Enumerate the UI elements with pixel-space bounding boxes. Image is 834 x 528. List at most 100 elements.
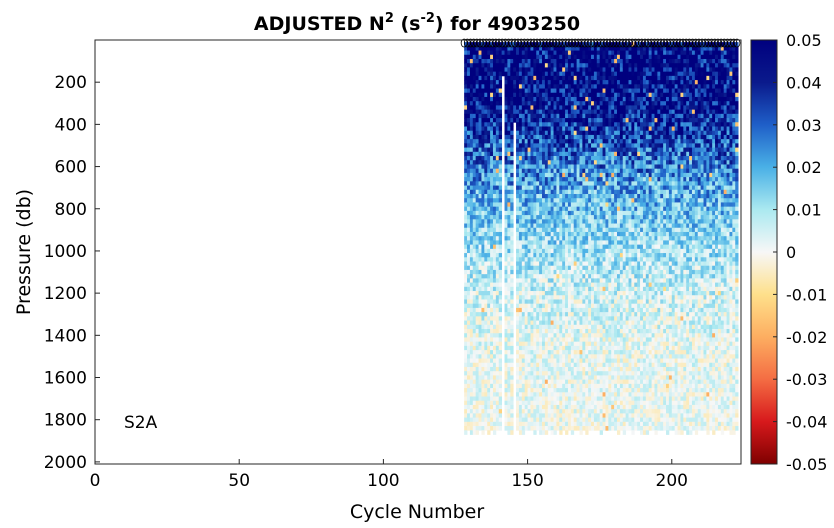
heatmap-cell: [614, 122, 618, 127]
heatmap-cell: [542, 80, 546, 85]
heatmap-cell: [582, 421, 586, 427]
heatmap-cell: [539, 337, 543, 343]
heatmap-cell: [518, 404, 523, 410]
heatmap-cell: [559, 430, 563, 435]
heatmap-cell: [550, 265, 554, 271]
heatmap-cell: [464, 253, 468, 258]
heatmap-cell: [490, 71, 494, 77]
heatmap-cell: [599, 164, 603, 170]
heatmap-cell: [492, 139, 497, 144]
heatmap-cell: [553, 396, 557, 402]
heatmap-cell: [559, 291, 563, 296]
heatmap-cell: [565, 278, 569, 283]
heatmap-cell: [559, 54, 563, 60]
heatmap-cell: [602, 105, 606, 111]
heatmap-cell: [484, 151, 488, 157]
heatmap-cell: [504, 160, 508, 165]
heatmap-cell: [495, 392, 500, 397]
heatmap-cell: [530, 210, 534, 216]
heatmap-cell: [588, 312, 592, 317]
heatmap-cell: [516, 126, 520, 132]
heatmap-cell: [464, 109, 468, 115]
heatmap-cell: [472, 202, 477, 208]
heatmap-cell: [582, 320, 586, 326]
heatmap-cell: [469, 265, 474, 271]
heatmap-cell: [565, 164, 569, 170]
heatmap-cell: [602, 299, 606, 305]
heatmap-cell: [573, 282, 578, 288]
heatmap-cell: [524, 181, 528, 186]
heatmap-cell: [611, 362, 615, 368]
heatmap-cell: [518, 354, 523, 359]
heatmap-cell: [573, 291, 578, 296]
heatmap-cell: [614, 177, 618, 182]
heatmap-cell: [530, 350, 534, 355]
heatmap-cell: [539, 58, 543, 64]
heatmap-cell: [524, 139, 528, 144]
heatmap-cell: [547, 371, 552, 376]
heatmap-cell: [611, 341, 615, 347]
heatmap-cell: [498, 341, 503, 347]
heatmap-cell: [570, 244, 575, 250]
heatmap-cell: [524, 164, 528, 170]
heatmap-cell: [504, 354, 508, 359]
heatmap-cell: [562, 375, 566, 381]
heatmap-cell: [518, 286, 523, 292]
heatmap-cell: [565, 261, 569, 267]
heatmap-cell: [544, 350, 549, 355]
heatmap-cell: [565, 333, 569, 338]
heatmap-cell: [475, 75, 479, 81]
heatmap-cell: [605, 147, 609, 153]
heatmap-cell: [573, 269, 578, 275]
heatmap-cell: [596, 295, 601, 300]
heatmap-cell: [487, 189, 491, 195]
heatmap-cell: [591, 219, 595, 224]
heatmap-cell: [582, 236, 586, 241]
heatmap-cell: [588, 122, 592, 127]
heatmap-cell: [475, 282, 479, 288]
heatmap-cell: [565, 337, 569, 343]
heatmap-cell: [472, 71, 477, 77]
heatmap-cell: [504, 388, 508, 393]
heatmap-cell: [616, 337, 621, 343]
heatmap-cell: [582, 345, 586, 351]
heatmap-cell: [619, 282, 624, 288]
heatmap-cell: [536, 227, 540, 233]
heatmap-cell: [507, 392, 511, 397]
heatmap-cell: [596, 118, 601, 123]
heatmap-cell: [576, 198, 580, 203]
heatmap-cell: [510, 274, 514, 279]
heatmap-cell: [478, 80, 482, 85]
heatmap-cell: [510, 139, 514, 144]
heatmap-cell: [588, 193, 592, 199]
heatmap-cell: [547, 316, 552, 321]
heatmap-cell: [599, 46, 603, 51]
heatmap-cell: [596, 109, 601, 115]
heatmap-cell: [605, 333, 609, 338]
heatmap-cell: [536, 164, 540, 170]
heatmap-cell: [467, 113, 471, 119]
heatmap-cell: [570, 63, 575, 68]
heatmap-cell: [484, 193, 488, 199]
heatmap-cell: [553, 274, 557, 279]
heatmap-cell: [565, 253, 569, 258]
heatmap-cell: [490, 261, 494, 267]
heatmap-cell: [544, 75, 549, 81]
heatmap-cell: [484, 426, 488, 431]
heatmap-cell: [567, 227, 572, 233]
heatmap-cell: [562, 265, 566, 271]
heatmap-cell: [487, 307, 491, 313]
heatmap-cell: [504, 215, 508, 220]
heatmap-cell: [611, 177, 615, 182]
heatmap-cell: [616, 177, 621, 182]
heatmap-cell: [579, 134, 583, 140]
heatmap-cell: [510, 143, 514, 148]
heatmap-cell: [478, 362, 482, 368]
heatmap-cell: [576, 383, 580, 389]
heatmap-cell: [544, 278, 549, 283]
heatmap-cell: [539, 113, 543, 119]
heatmap-cell: [562, 223, 566, 229]
heatmap-cell: [556, 413, 560, 418]
heatmap-cell: [593, 143, 598, 148]
heatmap-cell: [539, 265, 543, 271]
